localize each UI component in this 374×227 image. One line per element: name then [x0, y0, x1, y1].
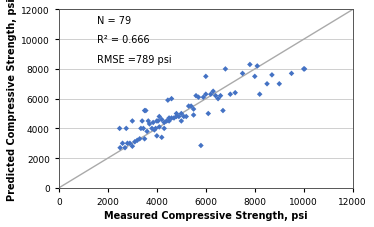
Point — [174, 115, 180, 119]
Point — [218, 94, 224, 98]
Point — [240, 72, 246, 76]
Point — [198, 144, 204, 148]
X-axis label: Measured Compressive Strength, psi: Measured Compressive Strength, psi — [104, 210, 308, 220]
Point — [137, 137, 143, 141]
Point — [269, 74, 275, 77]
Point — [178, 120, 184, 123]
Point — [138, 127, 144, 131]
Point — [227, 93, 233, 97]
Point — [122, 146, 128, 150]
Point — [132, 140, 138, 144]
Point — [125, 142, 131, 146]
Point — [129, 145, 135, 148]
Point — [169, 97, 175, 101]
Point — [174, 112, 180, 116]
Text: RMSE =789 psi: RMSE =789 psi — [97, 55, 172, 65]
Point — [155, 120, 161, 123]
Point — [165, 99, 171, 103]
Point — [232, 91, 238, 95]
Point — [191, 108, 197, 111]
Point — [154, 120, 160, 123]
Point — [117, 127, 123, 131]
Point — [154, 134, 160, 138]
Point — [203, 93, 209, 97]
Point — [220, 109, 226, 113]
Point — [161, 121, 167, 125]
Point — [147, 123, 153, 126]
Point — [123, 127, 129, 131]
Point — [164, 120, 170, 123]
Point — [153, 127, 159, 131]
Point — [171, 117, 177, 120]
Text: R² = 0.666: R² = 0.666 — [97, 35, 150, 45]
Point — [252, 75, 258, 79]
Point — [127, 142, 133, 146]
Point — [288, 72, 294, 76]
Point — [144, 130, 150, 134]
Point — [181, 115, 187, 119]
Point — [223, 68, 229, 72]
Point — [186, 105, 191, 109]
Point — [161, 127, 167, 131]
Point — [208, 93, 214, 97]
Point — [142, 137, 148, 141]
Point — [159, 136, 165, 140]
Point — [145, 120, 151, 123]
Point — [156, 126, 162, 129]
Point — [159, 118, 165, 122]
Point — [134, 139, 140, 143]
Point — [150, 121, 156, 125]
Point — [156, 115, 162, 119]
Point — [213, 94, 219, 98]
Point — [205, 112, 211, 116]
Point — [129, 120, 135, 123]
Point — [166, 120, 172, 123]
Point — [210, 90, 216, 94]
Point — [143, 109, 149, 113]
Y-axis label: Predicted Compressive Strength, psi: Predicted Compressive Strength, psi — [7, 0, 17, 200]
Point — [247, 63, 253, 67]
Point — [142, 109, 148, 113]
Point — [149, 127, 155, 131]
Text: N = 79: N = 79 — [97, 16, 131, 26]
Point — [301, 68, 307, 72]
Point — [120, 142, 126, 146]
Point — [169, 117, 175, 120]
Point — [215, 97, 221, 101]
Point — [264, 83, 270, 86]
Point — [183, 115, 189, 119]
Point — [254, 65, 260, 69]
Point — [276, 83, 282, 86]
Point — [151, 128, 157, 132]
Point — [191, 114, 197, 117]
Point — [301, 68, 307, 72]
Point — [178, 112, 184, 116]
Point — [166, 117, 172, 120]
Point — [188, 105, 194, 109]
Point — [257, 93, 263, 97]
Point — [117, 146, 123, 150]
Point — [200, 96, 206, 100]
Point — [176, 115, 182, 119]
Point — [140, 127, 146, 131]
Point — [193, 94, 199, 98]
Point — [203, 75, 209, 79]
Point — [139, 120, 145, 123]
Point — [196, 96, 202, 100]
